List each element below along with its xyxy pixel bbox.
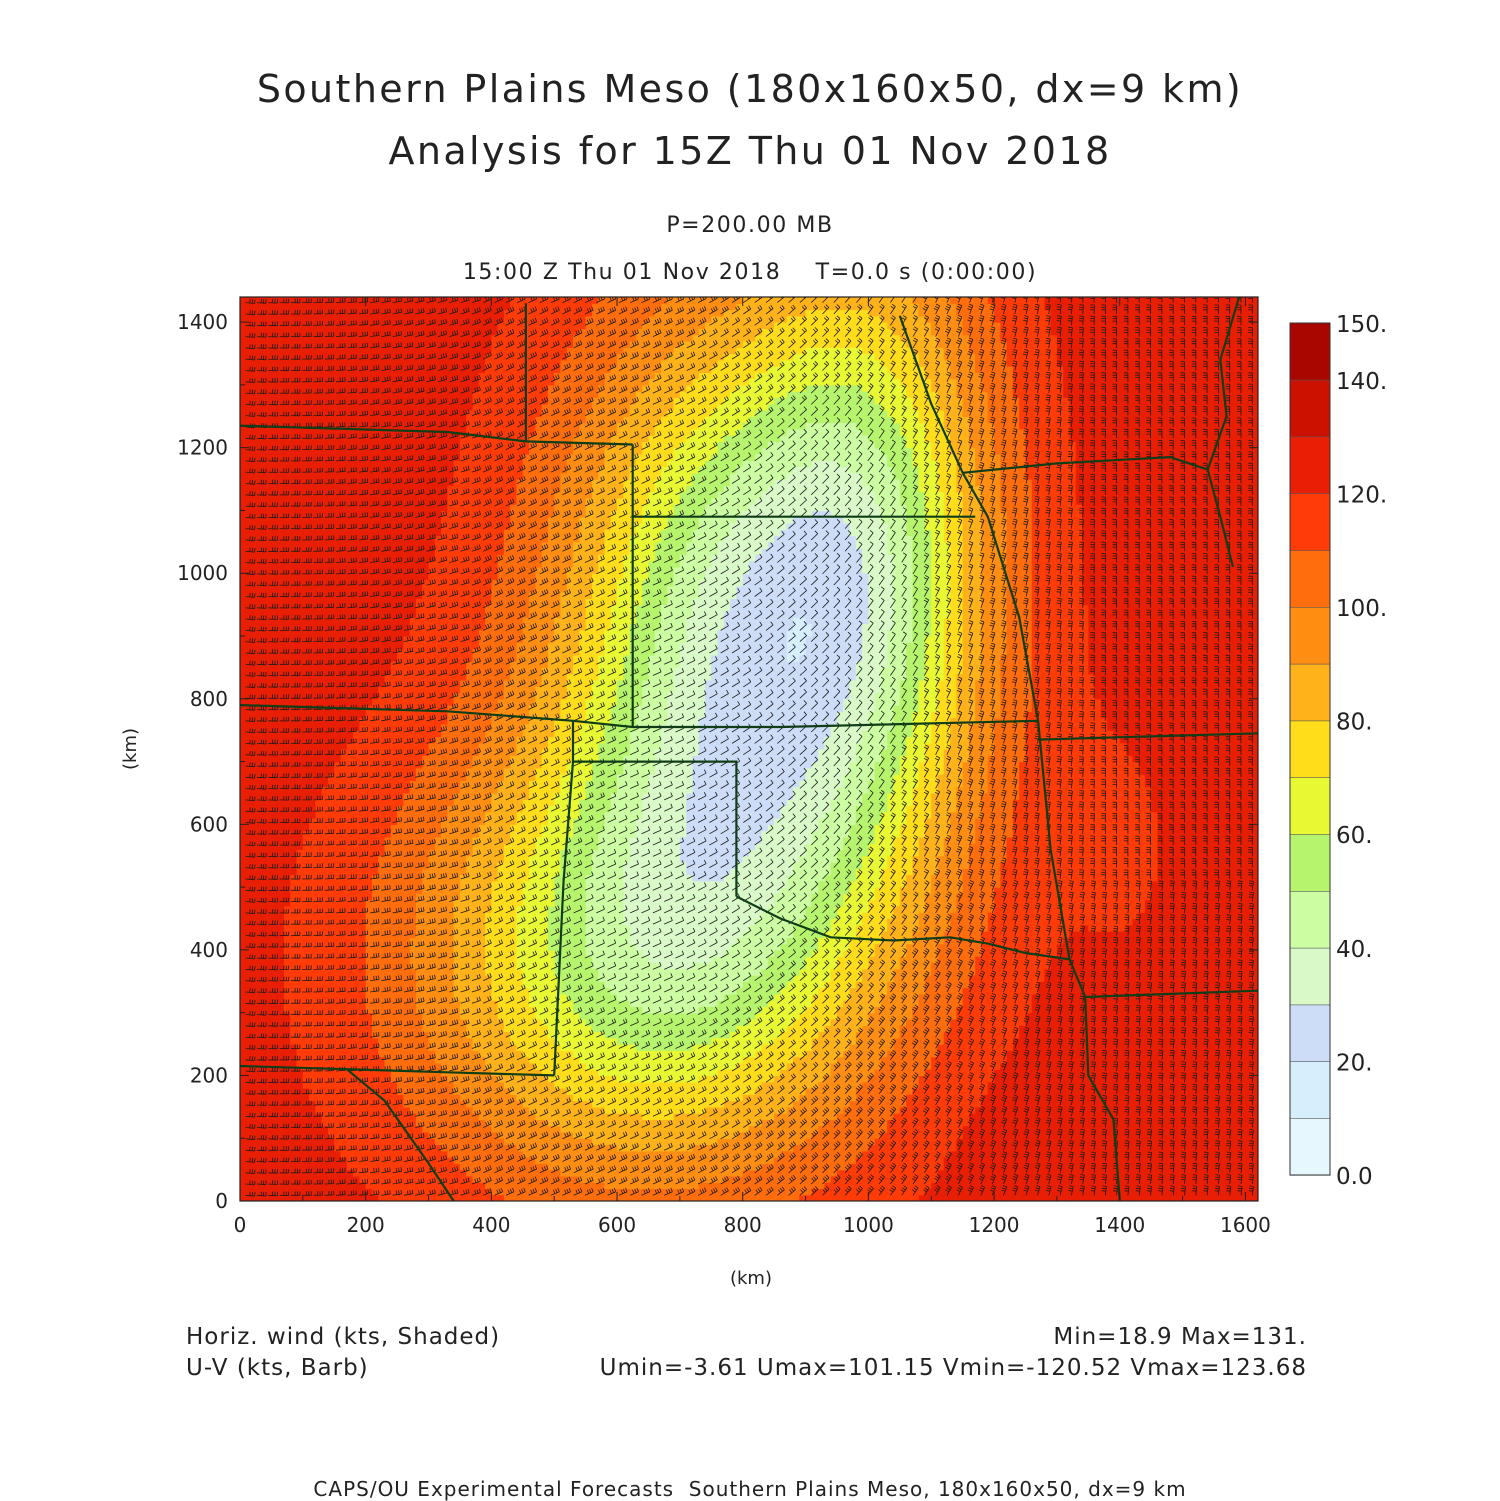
wind-speed-chart: 0 200 400 600 800 1000 1200 1400 160002004006008… [0, 0, 1500, 1500]
